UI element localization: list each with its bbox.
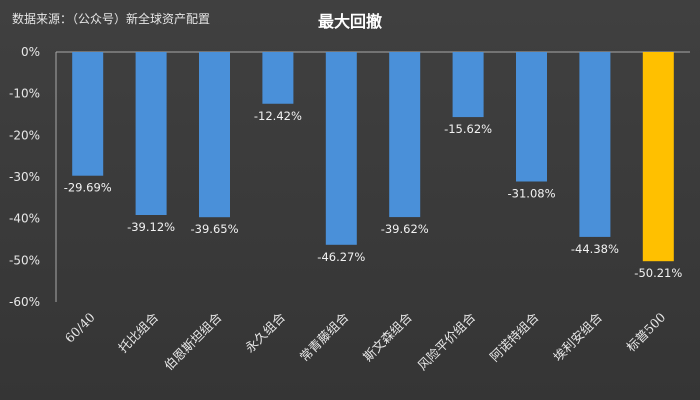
bar [199,52,230,218]
data-label: -12.42% [254,109,302,123]
data-label: -50.21% [634,266,682,280]
data-label: -46.27% [317,250,365,264]
x-tick-label: 风险平价组合 [415,309,479,373]
bar [262,52,294,104]
bar [389,52,421,218]
data-label: -29.69% [64,181,112,195]
source-note: 数据来源：（公众号）新全球资产配置 [12,12,211,26]
x-tick-label: 埃利安组合 [550,309,605,364]
bar [452,52,484,118]
x-tick-label: 伯恩斯坦组合 [161,309,225,373]
chart-title: 最大回撤 [317,12,382,31]
y-tick-label: -50% [9,253,40,267]
x-tick-label: 斯文森组合 [360,309,415,364]
data-label: -39.12% [127,220,175,234]
bar [579,52,611,237]
x-tick-label: 阿诺特组合 [487,309,542,364]
bar [516,52,547,182]
x-tick-label: 托比组合 [115,309,161,355]
x-tick-label: 标普500 [623,309,668,354]
data-label: -39.65% [191,222,239,236]
y-tick-label: -30% [9,170,40,184]
data-label: -44.38% [571,242,619,256]
data-label: -31.08% [508,187,556,201]
x-tick-label: 常青藤组合 [297,309,352,364]
bar [135,52,167,215]
y-tick-label: -40% [9,212,40,226]
y-tick-label: -10% [9,87,40,101]
y-tick-label: -20% [9,128,40,142]
y-tick-label: 0% [21,45,40,59]
data-label: -39.62% [381,222,429,236]
data-label: -15.62% [444,122,492,136]
y-tick-label: -60% [9,295,40,309]
bar [642,52,674,262]
bar [72,52,104,176]
x-tick-label: 60/40 [62,309,98,345]
x-tick-label: 永久组合 [242,309,288,355]
bar [325,52,357,245]
